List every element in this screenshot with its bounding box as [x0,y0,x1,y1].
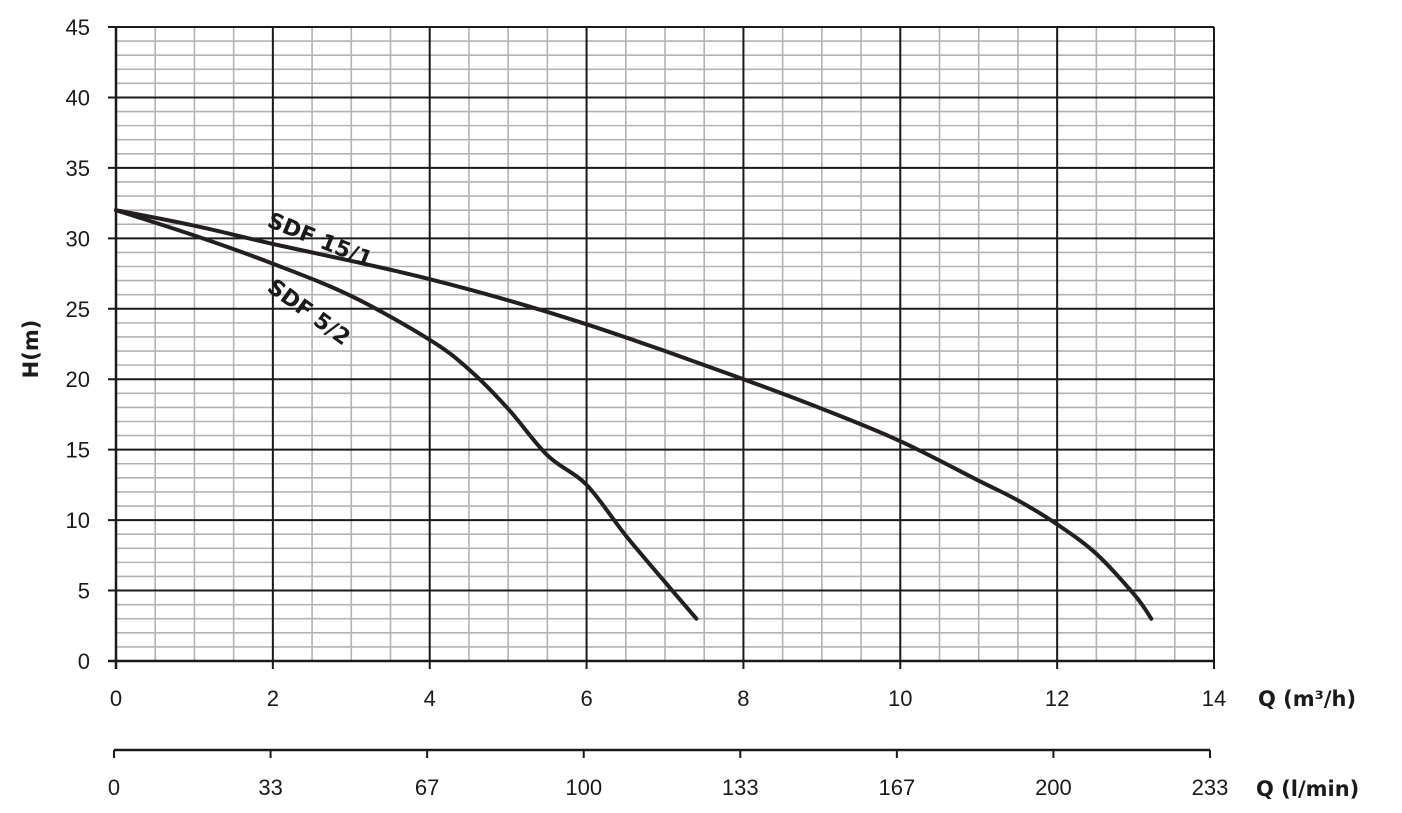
x-secondary-tick-label: 67 [415,775,439,800]
y-tick-label: 10 [66,508,90,533]
x-tick-label: 2 [267,686,279,711]
x-axis-title: Q (m³/h) [1258,687,1356,711]
x-tick-label: 8 [737,686,749,711]
y-tick-label: 30 [66,226,90,251]
x-tick-label: 0 [110,686,122,711]
y-axis-title: H(m) [19,320,43,379]
y-tick-label: 20 [66,367,90,392]
x-secondary-tick-label: 233 [1192,775,1229,800]
x-secondary-tick-label: 100 [565,775,602,800]
pump-curves [114,208,1154,621]
x-tick-label: 6 [580,686,592,711]
x-tick-label: 4 [424,686,436,711]
x-secondary-axis-title: Q (l/min) [1256,777,1359,801]
y-tick-label: 45 [66,15,90,40]
series-label-sdf-5-2: SDF 5/2 [262,275,354,351]
x-tick-label: 14 [1202,686,1226,711]
x-secondary-tick-label: 200 [1035,775,1072,800]
x-secondary-tick-label: 33 [258,775,282,800]
x-secondary-tick-label: 167 [878,775,915,800]
x-tick-label: 10 [888,686,912,711]
curve-sdf-15-1 [114,208,1154,621]
tick-labels: 0 33 67 100 133 167 200 233 0 5 10 15 20 25 30 35 40 45 0 2… [66,15,1229,800]
axes [108,27,1215,758]
x-secondary-tick-label: 0 [108,775,120,800]
x-tick-label: 12 [1045,686,1069,711]
major-grid [108,26,1215,662]
y-tick-label: 40 [66,85,90,110]
x-secondary-tick-label: 133 [722,775,759,800]
y-tick-label: 0 [78,649,90,674]
y-tick-label: 15 [66,438,90,463]
minor-grid [116,27,1214,661]
series-label-sdf-15-1: SDF 15/1 [264,208,376,273]
curve-sdf-5-2 [114,208,699,621]
y-tick-label: 5 [78,579,90,604]
y-tick-label: 35 [66,156,90,181]
y-tick-label: 25 [66,297,90,322]
